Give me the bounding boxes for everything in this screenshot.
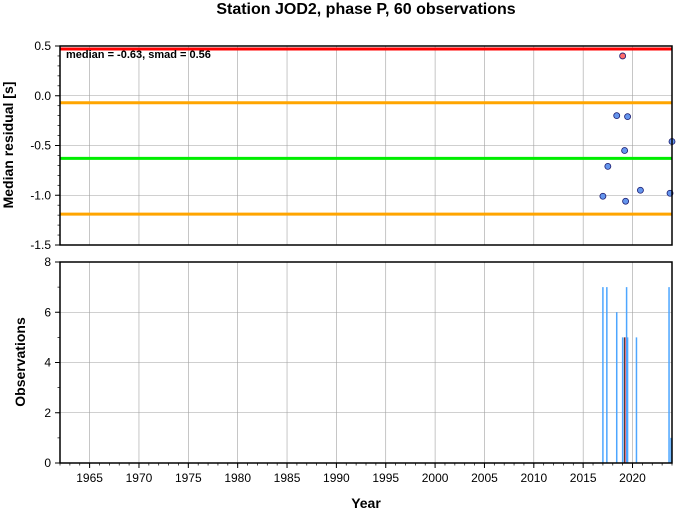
observation-bar	[615, 312, 618, 463]
observations-panel: 8 6 4 2 0 1965 1970 1975 1980 1985 1990 1995 2000 20…	[12, 255, 673, 511]
year-x-axis: 1965 1970 1975 1980 1985 1990 1995 2000 2005 2010…	[59, 463, 673, 485]
x-tick-label: 1985	[274, 471, 301, 485]
y-tick-label: -1.5	[30, 238, 51, 252]
observation-bar	[602, 287, 604, 463]
observation-bars	[602, 287, 672, 463]
x-tick-label: 1965	[76, 471, 103, 485]
y-tick-label: 6	[44, 305, 51, 319]
residual-point	[622, 197, 630, 205]
residual-point	[637, 186, 644, 194]
residual-y-label: Median residual [s]	[0, 82, 16, 209]
x-tick-label: 1975	[175, 471, 202, 485]
y-tick-label: 2	[44, 406, 51, 420]
x-tick-label: 1980	[224, 471, 251, 485]
residual-point	[619, 52, 627, 60]
chart-title: Station JOD2, phase P, 60 observations	[216, 1, 515, 18]
x-tick-label: 1990	[323, 471, 350, 485]
stats-annotation: median = -0.63, smad = 0.56	[66, 49, 211, 61]
residual-point	[604, 162, 612, 170]
residual-point	[613, 112, 621, 120]
residual-grid	[60, 45, 672, 246]
y-tick-label: 8	[44, 255, 51, 269]
residual-y-axis: 0.5 0.0 -0.5 -1.0 -1.5	[30, 39, 60, 252]
residual-panel: 0.5 0.0 -0.5 -1.0 -1.5 median = -0.63, smad …	[0, 39, 676, 252]
residual-point	[599, 192, 607, 200]
x-tick-label: 2020	[619, 471, 646, 485]
y-tick-label: 0.5	[34, 39, 51, 53]
residual-points	[599, 52, 676, 205]
y-tick-label: 0.0	[34, 89, 51, 103]
y-tick-label: 0	[44, 456, 51, 470]
observation-bar	[635, 337, 638, 463]
observation-bar	[624, 337, 627, 463]
observation-bar	[670, 437, 672, 463]
reference-lines	[60, 47, 672, 216]
observation-bar	[606, 287, 608, 463]
observations-y-axis: 8 6 4 2 0	[44, 255, 60, 470]
observation-bar	[621, 337, 624, 463]
x-tick-label: 1995	[372, 471, 399, 485]
observation-bar	[625, 287, 628, 463]
x-tick-label: 2000	[422, 471, 449, 485]
y-tick-label: -1.0	[30, 188, 51, 202]
observation-bar	[623, 337, 626, 463]
y-tick-label: 4	[44, 356, 51, 370]
x-tick-label: 2015	[570, 471, 597, 485]
observations-y-label: Observations	[12, 317, 28, 407]
x-axis-label: Year	[351, 495, 381, 511]
x-tick-label: 2005	[471, 471, 498, 485]
observation-bar	[626, 337, 629, 463]
residual-point	[624, 113, 631, 121]
y-tick-label: -0.5	[30, 139, 51, 153]
observation-bar	[668, 287, 670, 463]
x-tick-label: 2010	[520, 471, 547, 485]
x-tick-label: 1970	[126, 471, 153, 485]
residual-point	[621, 147, 629, 154]
